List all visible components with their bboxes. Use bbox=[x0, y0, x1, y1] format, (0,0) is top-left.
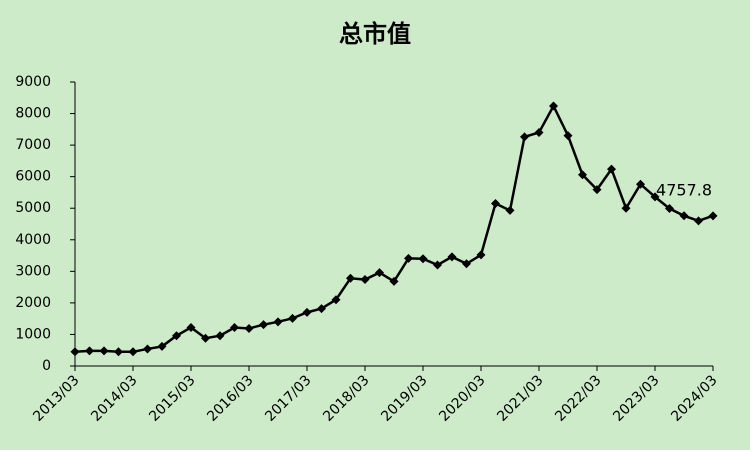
marker bbox=[418, 254, 428, 264]
marker bbox=[462, 259, 471, 269]
y-tick-label: 6000 bbox=[15, 169, 51, 185]
marker bbox=[708, 211, 718, 221]
marker bbox=[491, 198, 500, 208]
marker bbox=[331, 295, 341, 305]
marker bbox=[578, 170, 587, 180]
marker bbox=[201, 333, 210, 343]
marker bbox=[85, 346, 94, 356]
marker bbox=[114, 347, 123, 357]
chart-title: 总市值 bbox=[339, 20, 411, 48]
marker bbox=[636, 179, 645, 189]
y-tick-label: 8000 bbox=[15, 106, 51, 122]
marker bbox=[288, 313, 297, 323]
marker bbox=[317, 304, 326, 314]
marker bbox=[70, 347, 80, 357]
marker bbox=[172, 331, 181, 341]
y-tick-label: 3000 bbox=[15, 263, 51, 279]
marker bbox=[157, 341, 167, 351]
data-label: 4757.8 bbox=[656, 180, 712, 199]
marker bbox=[563, 131, 573, 141]
marker bbox=[447, 252, 457, 262]
marker bbox=[433, 260, 442, 270]
marker bbox=[505, 205, 515, 215]
marker bbox=[244, 323, 254, 333]
marker bbox=[665, 204, 674, 214]
marker bbox=[302, 307, 312, 317]
marker bbox=[650, 192, 660, 202]
marker bbox=[404, 253, 413, 263]
marker bbox=[346, 273, 355, 283]
marker bbox=[215, 331, 225, 341]
y-tick-label: 5000 bbox=[15, 200, 51, 216]
marker bbox=[607, 164, 616, 174]
marker bbox=[520, 132, 529, 142]
y-tick-label: 4000 bbox=[15, 232, 51, 248]
marker bbox=[273, 317, 283, 327]
marker bbox=[389, 276, 399, 286]
y-tick-label: 2000 bbox=[15, 295, 51, 311]
marker bbox=[230, 323, 239, 333]
marker bbox=[694, 216, 703, 226]
y-tick-label: 0 bbox=[42, 358, 51, 374]
marker bbox=[592, 185, 602, 195]
y-tick-label: 1000 bbox=[15, 326, 51, 342]
marker bbox=[621, 203, 631, 213]
marker bbox=[679, 211, 689, 221]
marker bbox=[259, 320, 268, 330]
marker bbox=[128, 347, 138, 357]
y-tick-label: 7000 bbox=[15, 137, 51, 153]
marker bbox=[143, 344, 152, 354]
marker bbox=[375, 268, 384, 278]
marker bbox=[476, 250, 486, 260]
marker bbox=[99, 346, 109, 356]
marker bbox=[549, 101, 558, 111]
marker bbox=[186, 323, 196, 333]
marker bbox=[534, 127, 544, 137]
marker bbox=[360, 275, 370, 285]
y-tick-label: 9000 bbox=[15, 74, 51, 90]
